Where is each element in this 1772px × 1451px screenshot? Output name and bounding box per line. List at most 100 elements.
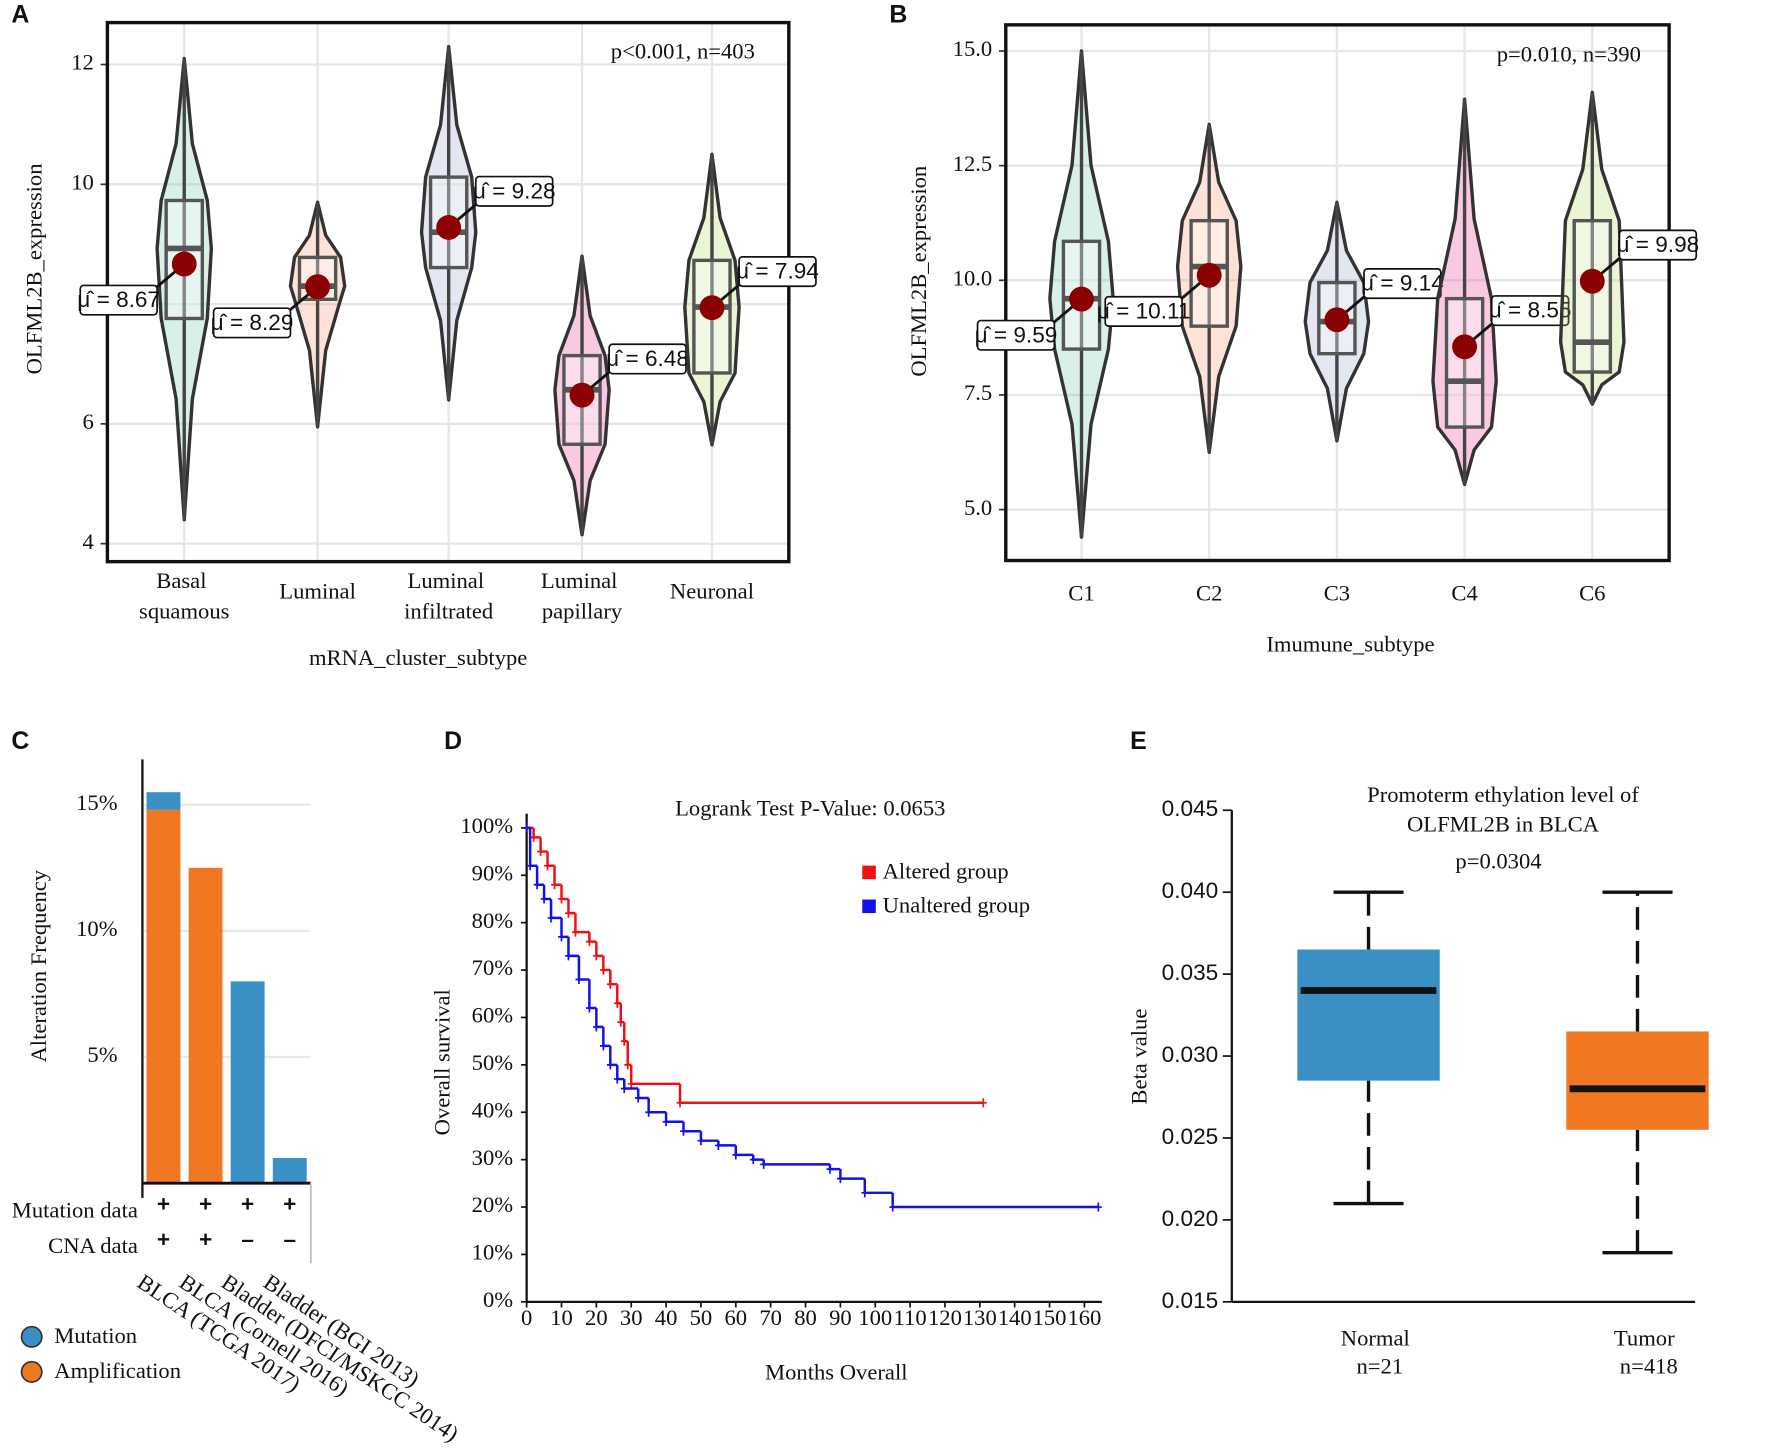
bar-segment xyxy=(188,867,223,1184)
mean-point xyxy=(1196,262,1222,288)
n-label: n=418 xyxy=(1620,1354,1678,1379)
mean-point xyxy=(171,251,197,277)
y-tick-label: 4 xyxy=(83,529,94,554)
legend-label: Altered group xyxy=(883,859,1009,884)
censor-mark xyxy=(624,1060,632,1070)
mean-label: μ̂ = 9.14 xyxy=(1361,271,1444,296)
y-axis-label: OLFML2B_expression xyxy=(21,164,46,375)
x-axis-label: Months Overall xyxy=(765,1359,907,1384)
y-tick-label: 5.0 xyxy=(964,495,992,520)
label-box xyxy=(976,319,1056,351)
censor-mark xyxy=(680,1126,687,1136)
x-tick-label: Neuronal xyxy=(670,578,754,603)
mean-label: μ̂ = 7.94 xyxy=(736,259,819,284)
censor-mark xyxy=(627,1079,635,1089)
censor-mark xyxy=(558,894,565,904)
y-tick-label: 12.5 xyxy=(953,151,993,176)
n-label: n=21 xyxy=(1357,1354,1404,1379)
censor-mark xyxy=(634,1093,642,1103)
mean-point xyxy=(305,274,331,300)
box xyxy=(1572,218,1613,374)
x-tick-label: 150 xyxy=(1033,1305,1067,1330)
x-tick-label: 110 xyxy=(894,1305,927,1330)
x-tick-label: Basal squamous xyxy=(139,568,229,624)
y-tick-label: 12 xyxy=(71,50,94,75)
annotation: p=0.010, n=390 xyxy=(1497,42,1641,67)
mean-label: μ̂ = 9.59 xyxy=(975,322,1058,347)
censor-mark xyxy=(572,927,579,937)
x-tick-label: C4 xyxy=(1451,581,1477,606)
y-tick-label: 20% xyxy=(472,1192,514,1217)
x-tick-label: 30 xyxy=(620,1305,643,1330)
mean-label: μ̂ = 9.98 xyxy=(1616,232,1699,257)
y-axis-label: Alteration Frequency xyxy=(26,869,51,1062)
y-tick-label: 80% xyxy=(472,908,514,933)
censor-mark xyxy=(592,1022,600,1032)
y-tick-label: 0.035 xyxy=(1162,960,1219,985)
x-tick-label: 140 xyxy=(998,1305,1032,1330)
box xyxy=(1297,949,1440,1081)
x-tick-label: 10 xyxy=(550,1305,573,1330)
censor-mark xyxy=(697,1136,705,1146)
y-tick-label: 90% xyxy=(472,860,514,885)
legend-label: Mutation xyxy=(54,1323,137,1348)
y-tick-label: 60% xyxy=(472,1003,514,1028)
panel-letter: D xyxy=(444,727,462,755)
y-axis-label: Beta value xyxy=(1127,1009,1152,1105)
panel-letter: B xyxy=(889,0,907,28)
y-tick-label: 40% xyxy=(472,1097,514,1122)
chart-title: OLFML2B in BLCA xyxy=(1407,811,1600,836)
bar-segment xyxy=(146,809,181,1184)
x-tick-label: Tumor xyxy=(1614,1325,1675,1350)
censor-mark xyxy=(537,847,544,857)
x-tick-label: C1 xyxy=(1068,581,1094,606)
mean-point xyxy=(699,295,725,321)
panel-letter: E xyxy=(1130,727,1147,755)
mean-point xyxy=(1452,334,1478,360)
label-box xyxy=(474,175,554,207)
censor-mark xyxy=(760,1159,768,1169)
censor-mark xyxy=(676,1098,684,1108)
censor-mark xyxy=(645,1107,653,1117)
mean-point xyxy=(1324,307,1350,333)
x-axis-label: mRNA_cluster_subtype xyxy=(309,645,527,670)
censor-mark xyxy=(620,1084,628,1094)
row-mark: + xyxy=(157,1227,170,1252)
x-tick-label: 90 xyxy=(829,1305,852,1330)
y-tick-label: 10% xyxy=(472,1240,514,1265)
mean-point xyxy=(569,382,595,408)
y-tick-label: 100% xyxy=(460,813,513,838)
label-box xyxy=(212,307,292,339)
label-box xyxy=(79,284,158,316)
x-tick-label: Luminal xyxy=(279,578,356,603)
x-tick-label: 130 xyxy=(963,1305,997,1330)
y-tick-label: 30% xyxy=(472,1145,514,1170)
censor-mark xyxy=(979,1098,987,1108)
row-mark: + xyxy=(199,1192,212,1217)
mean-point xyxy=(436,215,462,240)
mean-label: μ̂ = 8.29 xyxy=(211,310,294,335)
x-tick-label: 50 xyxy=(690,1305,713,1330)
x-tick-label: 70 xyxy=(759,1305,782,1330)
bar-segment xyxy=(146,792,181,810)
censor-mark xyxy=(575,975,583,985)
censor-mark xyxy=(551,880,558,890)
legend-label: Amplification xyxy=(54,1358,181,1383)
annotation: Logrank Test P-Value: 0.0653 xyxy=(675,795,945,820)
y-tick-label: 0.030 xyxy=(1162,1042,1219,1067)
y-tick-label: 7.5 xyxy=(964,380,992,405)
censor-mark xyxy=(599,1041,607,1051)
censor-mark xyxy=(599,965,607,975)
mean-label: μ̂ = 10.11 xyxy=(1097,299,1191,324)
x-tick-label: 60 xyxy=(725,1305,748,1330)
legend-swatch xyxy=(20,1360,43,1383)
row-label: Mutation data xyxy=(12,1198,138,1223)
row-mark: – xyxy=(283,1227,296,1252)
x-tick-label: C2 xyxy=(1196,581,1222,606)
panel-letter: C xyxy=(11,727,29,755)
box xyxy=(1566,1031,1709,1130)
label-box xyxy=(738,255,817,288)
box xyxy=(1444,296,1485,429)
mean-label: μ̂ = 9.28 xyxy=(473,178,556,203)
